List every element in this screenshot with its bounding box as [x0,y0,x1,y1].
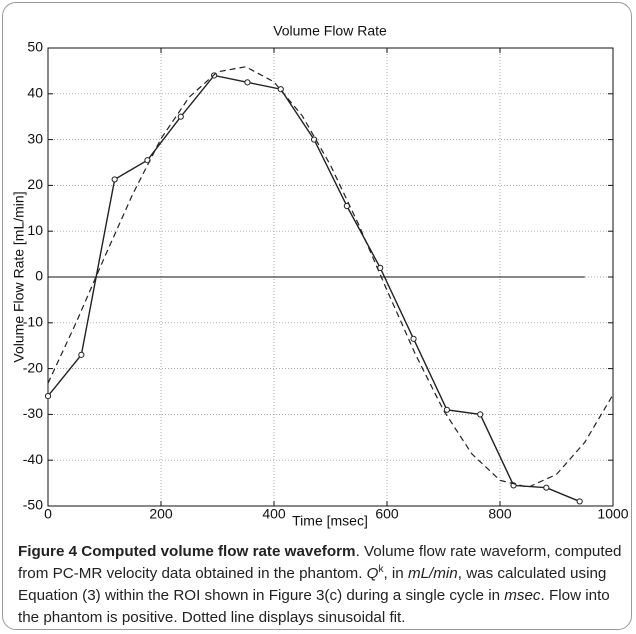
x-tick-label: 400 [262,506,286,522]
caption-segment: msec [504,587,541,604]
caption-segment: , was calculated using Equation (3) with… [18,565,607,604]
y-tick-label: 20 [27,176,43,192]
data-point [410,335,417,342]
caption-segment: Q [366,565,379,582]
x-tick-label: 600 [375,506,399,522]
x-axis-label: Time [msec] [292,513,368,529]
data-point [443,406,450,413]
data-point [576,498,583,505]
caption-segment: mL/min [407,565,458,582]
y-tick-label: -20 [23,359,43,375]
y-tick-label: -40 [23,451,43,467]
caption: Figure 4 Computed volume flow rate wavef… [18,541,624,629]
caption-segment: k [378,563,384,575]
x-tick-label: 1000 [597,506,628,522]
caption-segment: . Flow into the phantom is positive. Dot… [18,587,610,626]
caption-segment: Figure 4 Computed volume flow rate wavef… [18,543,356,560]
data-point [111,176,118,183]
chart-title: Volume Flow Rate [273,23,387,39]
data-point [78,351,85,358]
y-tick-label: 10 [27,222,43,238]
data-point [277,86,284,93]
y-tick-label: 0 [35,268,43,284]
chart: Volume Flow Rate Time [msec] Volume Flow… [11,23,629,529]
x-tick-label: 200 [149,506,173,522]
data-point [177,113,184,120]
y-tick-label: -30 [23,405,43,421]
caption-segment: , in [383,565,408,582]
y-tick-label: 50 [27,39,43,55]
data-point [44,392,52,400]
y-tick-label: 30 [27,130,43,146]
data-point [311,136,318,143]
x-tick-label: 0 [44,506,52,522]
data-point [244,79,251,86]
y-axis-label: Volume Flow Rate [mL/min] [11,191,27,362]
y-tick-label: -10 [23,314,43,330]
y-tick-label: 40 [27,85,43,101]
data-point [477,411,484,418]
x-tick-label: 800 [488,506,512,522]
y-tick-label: -50 [23,497,43,513]
data-point [543,484,550,491]
caption-segment: . Volume flow rate waveform, computed fr… [18,543,622,582]
